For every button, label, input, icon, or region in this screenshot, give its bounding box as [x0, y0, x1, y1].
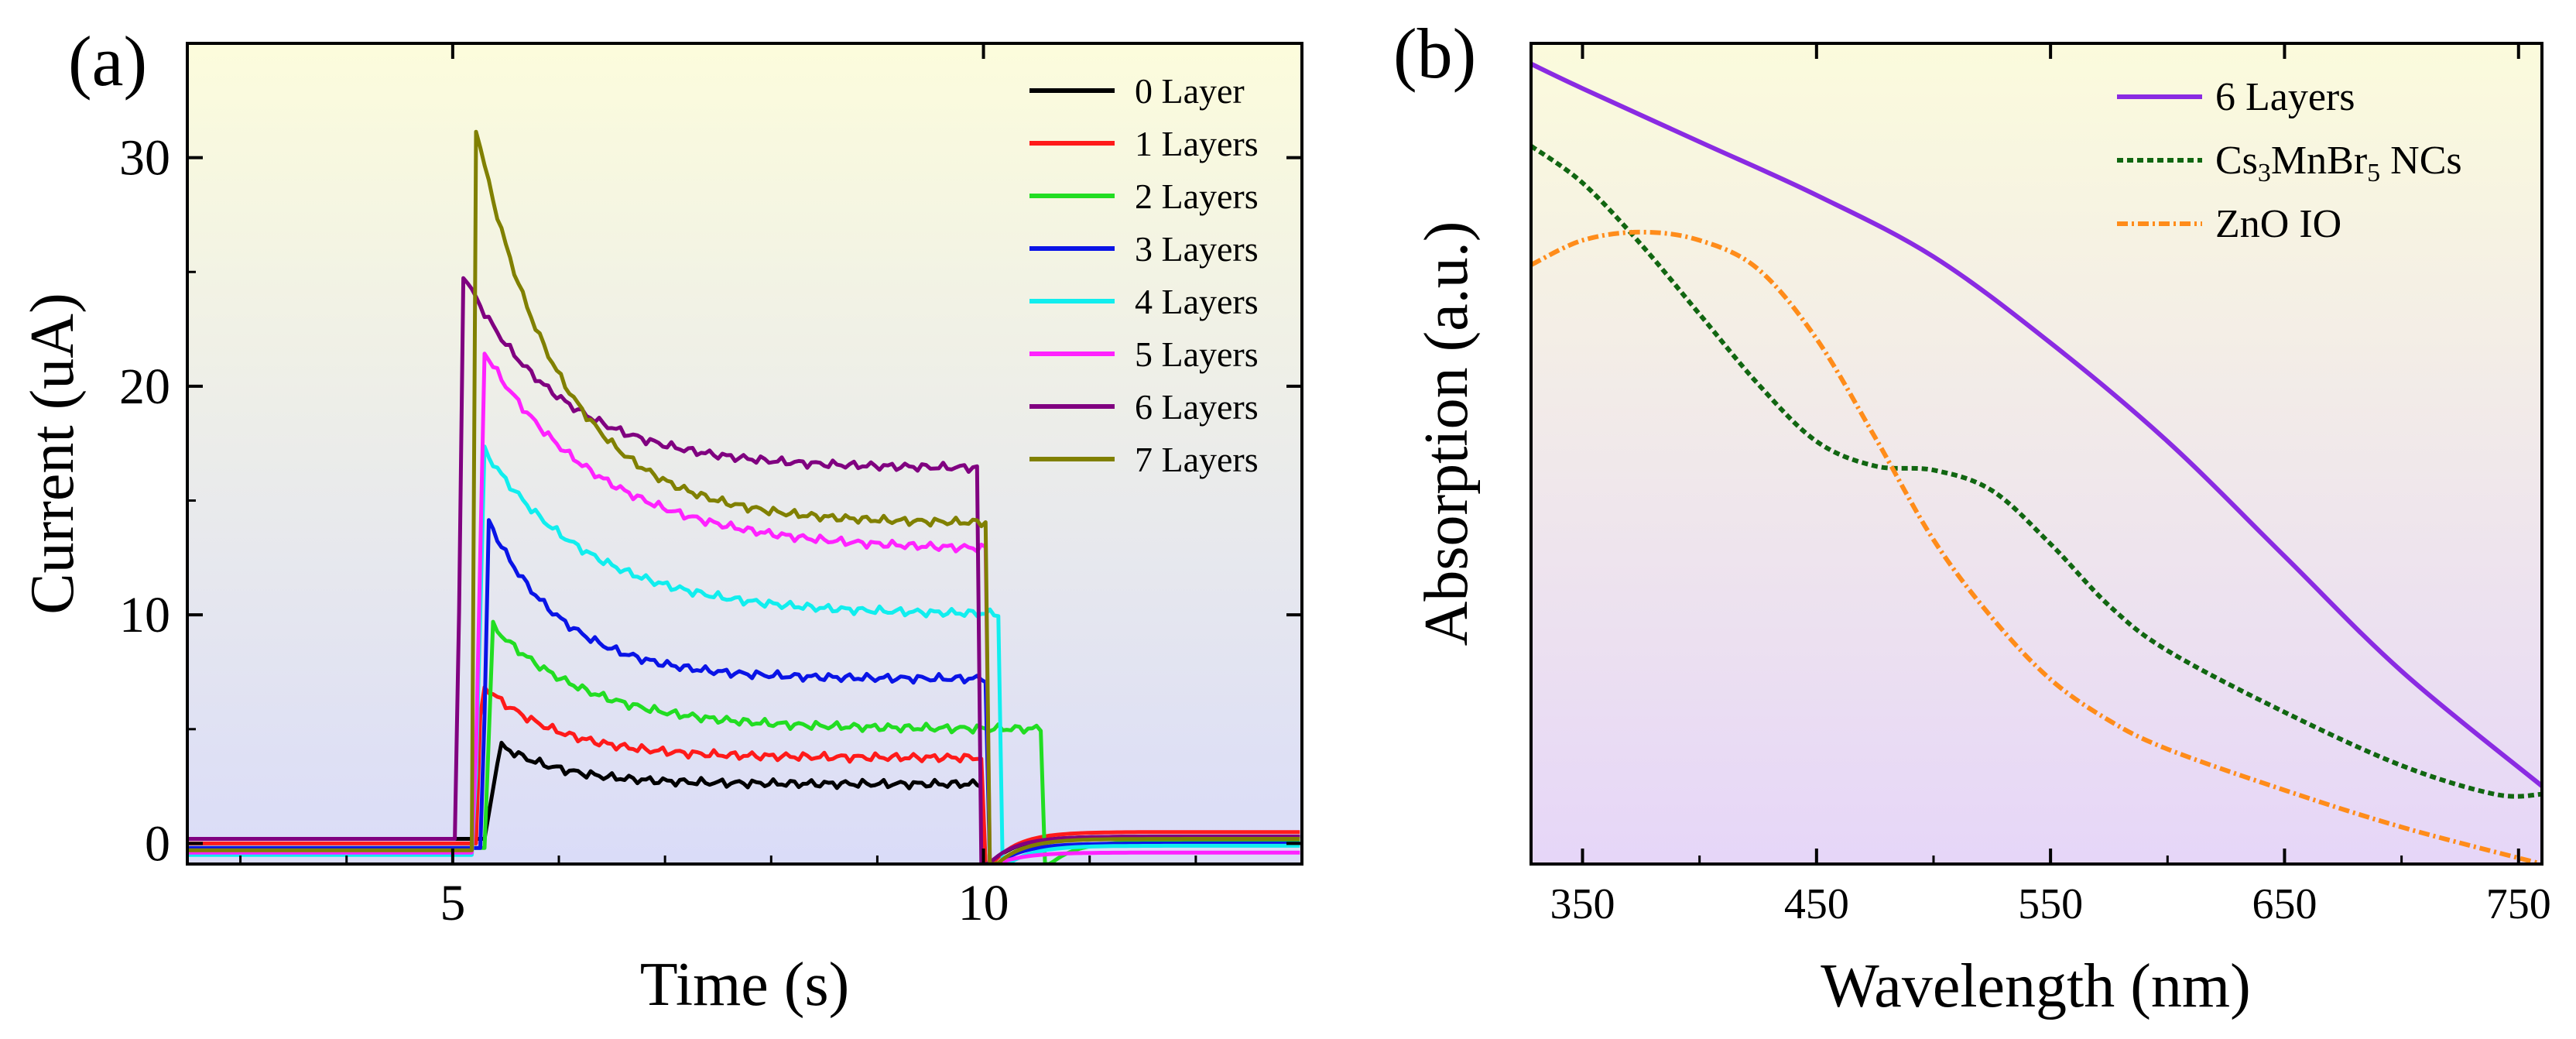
legend-label-2-layers: 2 Layers — [1135, 177, 1259, 216]
panel-a-series-group — [187, 129, 1300, 864]
panel-b-y-axis-label: Absorption (a.u.) — [1413, 221, 1481, 646]
x-tick-label-450: 450 — [1784, 880, 1849, 928]
legend-label-0-layer: 0 Layer — [1135, 71, 1245, 111]
series-line-4-layers — [187, 444, 1300, 864]
legend-label-6-layers: 6 Layers — [1135, 387, 1259, 427]
panel-a-x-axis-label: Time (s) — [640, 951, 849, 1019]
panel-b-absorption: 350 450 550 650 750 (b) Wavelength (nm) Abso… — [1393, 14, 2551, 1020]
panel-b-label: (b) — [1393, 14, 1476, 93]
panel-b-legend: 6 Layers Cs3MnBr5 NCs ZnO IO — [2117, 75, 2462, 246]
y-tick-label-0: 0 — [145, 815, 170, 872]
x-tick-label-750: 750 — [2486, 880, 2551, 928]
x-tick-label-550: 550 — [2018, 880, 2083, 928]
series-line-6-layers — [187, 276, 1300, 864]
x-tick-label-10: 10 — [958, 875, 1009, 931]
panel-a-y-axis-label: Current (uA) — [19, 293, 87, 614]
series-line-5-layers — [187, 351, 1300, 864]
x-tick-label-5: 5 — [440, 875, 465, 931]
panel-a-label: (a) — [68, 22, 147, 101]
series-line-3-layers — [187, 518, 1300, 864]
panel-a-ticks: 5 10 0 10 20 30 — [119, 42, 1303, 931]
legend-label-5-layers: 5 Layers — [1135, 334, 1259, 374]
y-tick-label-10: 10 — [119, 587, 170, 643]
panel-b-frame — [1530, 42, 2543, 866]
x-tick-label-650: 650 — [2252, 880, 2317, 928]
x-tick-label-350: 350 — [1550, 880, 1615, 928]
panel-b-series-group — [1531, 61, 2542, 864]
panel-a-legend: 0 Layer 1 Layers 2 Layers 3 Layers 4 Layers 5… — [1029, 71, 1259, 479]
legend-label-4-layers: 4 Layers — [1135, 282, 1259, 321]
legend-label-zno-io: ZnO IO — [2215, 202, 2341, 246]
legend-label-3-layers: 3 Layers — [1135, 229, 1259, 269]
panel-a-transient-current: 5 10 0 10 20 30 (a) Time (s) Current (uA) 0 L… — [19, 22, 1303, 1019]
panel-a-frame — [186, 42, 1303, 866]
panel-b-ticks: 350 450 550 650 750 — [1550, 43, 2551, 928]
series-line-zno-io — [1531, 229, 2542, 864]
y-tick-label-20: 20 — [119, 358, 170, 415]
series-line-1-layers — [187, 685, 1300, 864]
legend-label-cs3mnbr5-ncs: Cs3MnBr5 NCs — [2215, 139, 2462, 187]
legend-label-7-layers: 7 Layers — [1135, 440, 1259, 479]
y-tick-label-30: 30 — [119, 130, 170, 187]
series-line-7-layers — [187, 129, 1300, 864]
panel-b-x-axis-label: Wavelength (nm) — [1821, 952, 2251, 1020]
panel-b-plot-area — [1531, 43, 2542, 864]
legend-label-1-layers: 1 Layers — [1135, 124, 1259, 163]
series-line-6-layers — [1531, 61, 2542, 788]
series-line-cs3mnbr5-ncs — [1531, 144, 2542, 799]
legend-label-6-layers: 6 Layers — [2215, 75, 2355, 119]
